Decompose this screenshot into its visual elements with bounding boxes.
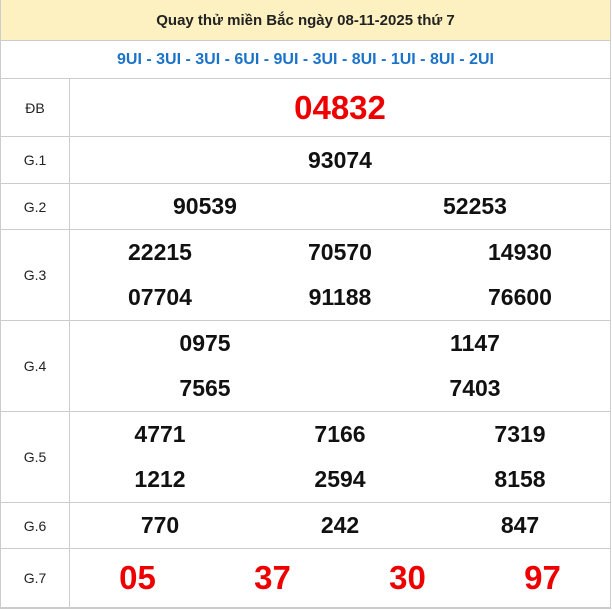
prize-label: G.3 xyxy=(1,230,70,320)
prize-number: 22215 xyxy=(128,239,192,265)
prize-label: G.6 xyxy=(1,503,70,548)
prize-number: 70570 xyxy=(308,239,372,265)
prize-number: 93074 xyxy=(308,146,372,173)
prize-row: G.4 0975 1147 7565 7403 xyxy=(1,321,610,412)
prize-number: 91188 xyxy=(308,284,372,310)
prize-number: 37 xyxy=(254,559,291,596)
prize-number: 14930 xyxy=(488,239,552,265)
page-title: Quay thử miền Bắc ngày 08-11-2025 thứ 7 xyxy=(1,0,610,41)
prize-label: G.4 xyxy=(1,321,70,411)
prize-label: ĐB xyxy=(1,79,70,136)
prize-number: 04832 xyxy=(294,88,386,126)
prize-number: 8158 xyxy=(494,466,546,492)
prize-row: G.6 770 242 847 xyxy=(1,503,610,549)
prize-number: 242 xyxy=(320,512,360,538)
prize-number: 0975 xyxy=(179,330,231,356)
prize-number: 7166 xyxy=(314,421,366,447)
prize-number: 1212 xyxy=(134,466,186,492)
prize-number: 05 xyxy=(119,559,156,596)
prize-number: 52253 xyxy=(443,193,507,219)
prize-number: 1147 xyxy=(450,330,500,356)
prize-label: G.5 xyxy=(1,412,70,502)
prize-number: 4771 xyxy=(134,421,186,447)
prize-number: 97 xyxy=(524,559,561,596)
prize-number: 2594 xyxy=(314,466,366,492)
prize-row: G.1 93074 xyxy=(1,137,610,184)
prize-number: 76600 xyxy=(488,284,552,310)
prize-row: G.5 4771 7166 7319 1212 2594 8158 xyxy=(1,412,610,503)
prize-number: 770 xyxy=(140,512,180,538)
prize-label: G.2 xyxy=(1,184,70,229)
prize-row: G.7 05 37 30 97 xyxy=(1,549,610,608)
prize-number: 7565 xyxy=(179,375,231,401)
prize-row: ĐB 04832 xyxy=(1,79,610,137)
draw-codes: 9UI - 3UI - 3UI - 6UI - 9UI - 3UI - 8UI … xyxy=(1,41,610,79)
prize-row: G.3 22215 70570 14930 07704 91188 76600 xyxy=(1,230,610,321)
prize-label: G.1 xyxy=(1,137,70,183)
prize-label: G.7 xyxy=(1,549,70,607)
prize-row: G.2 90539 52253 xyxy=(1,184,610,230)
prize-number: 30 xyxy=(389,559,426,596)
prize-number: 7319 xyxy=(494,421,546,447)
prize-number: 90539 xyxy=(173,193,237,219)
prize-number: 847 xyxy=(500,512,540,538)
prize-number: 7403 xyxy=(449,375,501,401)
prize-number: 07704 xyxy=(128,284,192,310)
